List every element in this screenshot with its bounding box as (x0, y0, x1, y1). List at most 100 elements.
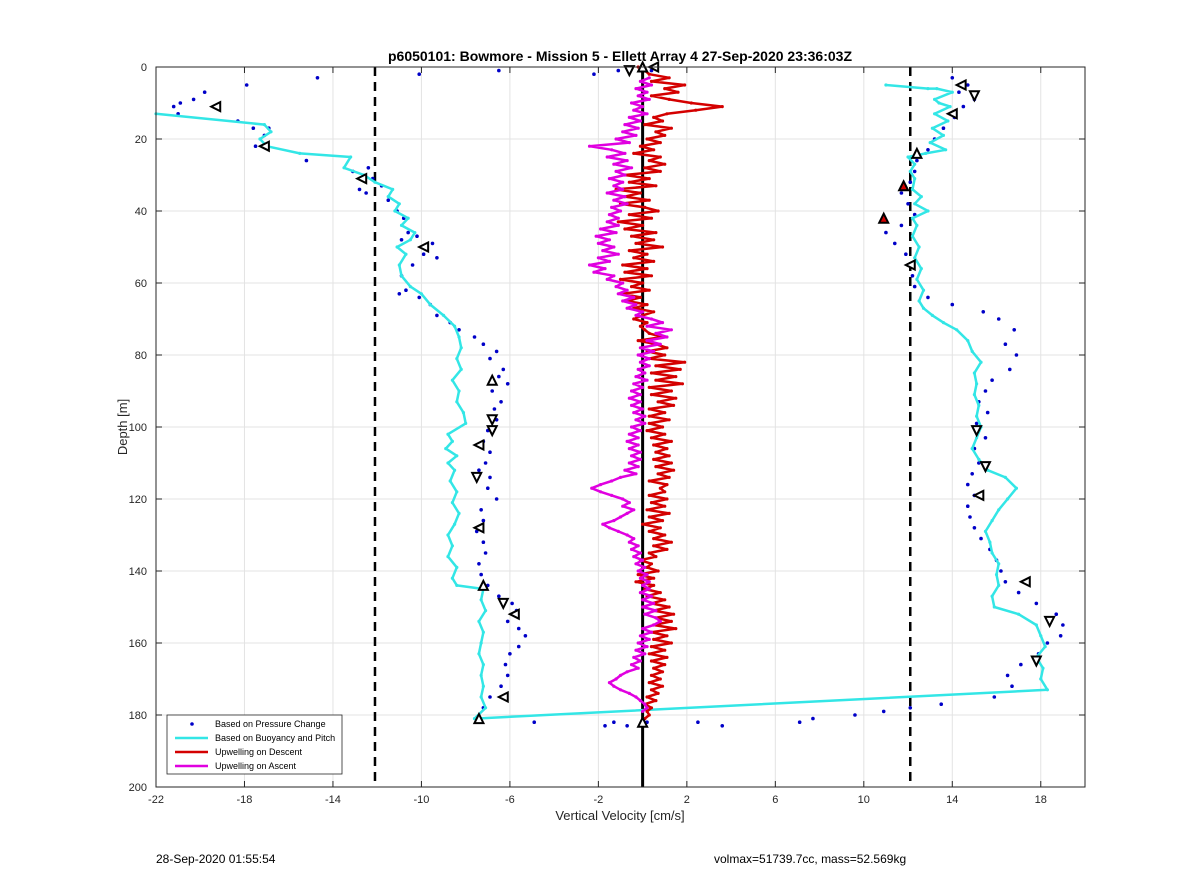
x-tick-label: -18 (237, 794, 253, 806)
series-upwelling-on-ascent-point (634, 418, 638, 422)
series-upwelling-on-descent-point (683, 360, 687, 364)
pressure-change-point (985, 410, 990, 415)
series-based-on-buoyancy-and-pitch-point (448, 479, 452, 483)
series-upwelling-on-ascent-point (638, 591, 643, 595)
series-based-on-buoyancy-and-pitch-point (983, 529, 988, 534)
series-upwelling-on-descent-point (656, 472, 660, 476)
series-upwelling-on-descent-point (627, 180, 631, 184)
pressure-change-point (202, 90, 207, 94)
series-based-on-buoyancy-and-pitch-point (446, 533, 450, 537)
series-upwelling-on-descent-point (647, 159, 651, 163)
series-upwelling-on-descent-point (665, 346, 669, 350)
pressure-change-point (996, 317, 1001, 321)
series-upwelling-on-ascent-point (627, 432, 631, 436)
series-upwelling-on-ascent-point (612, 519, 616, 523)
series-upwelling-on-descent-point (649, 274, 654, 278)
series-based-on-buoyancy-and-pitch-point (393, 209, 397, 213)
series-upwelling-on-descent-point (652, 259, 656, 263)
y-axis-label: Depth [m] (115, 399, 130, 455)
direction-marker (496, 690, 509, 704)
series-upwelling-on-ascent-point (625, 159, 629, 163)
series-based-on-buoyancy-and-pitch-point (262, 123, 266, 127)
series-based-on-buoyancy-and-pitch-point (428, 303, 432, 307)
series-upwelling-on-ascent-point (612, 184, 616, 188)
series-upwelling-on-ascent-point (627, 461, 631, 465)
series-upwelling-on-descent-point (623, 227, 627, 231)
series-based-on-buoyancy-and-pitch-point (464, 421, 468, 425)
series-upwelling-on-ascent-point (636, 353, 640, 357)
series-upwelling-on-descent-point (663, 432, 667, 436)
series-upwelling-on-ascent-point (643, 612, 647, 616)
pressure-change-point (968, 515, 972, 519)
series-upwelling-on-ascent-point (652, 623, 656, 627)
series-upwelling-on-descent-point (652, 238, 656, 242)
series-upwelling-on-ascent-point (634, 313, 638, 317)
series-based-on-buoyancy-and-pitch-point (459, 367, 463, 371)
pressure-change-point (406, 230, 410, 235)
series-based-on-buoyancy-and-pitch-point (910, 234, 915, 238)
series-upwelling-on-descent-point (618, 277, 623, 281)
series-upwelling-on-descent-point (663, 353, 667, 357)
series-upwelling-on-ascent-point (614, 137, 618, 141)
series-upwelling-on-ascent-point (605, 277, 609, 281)
pressure-change-point (494, 349, 499, 354)
pressure-change-point (505, 619, 510, 624)
series-upwelling-on-descent-point (652, 537, 656, 541)
pressure-change-point (364, 191, 368, 195)
series-based-on-buoyancy-and-pitch-point (446, 555, 450, 559)
series-based-on-buoyancy-and-pitch-point (455, 583, 459, 588)
series-upwelling-on-descent-point (654, 699, 658, 703)
series-upwelling-on-descent-point (647, 551, 651, 555)
series-upwelling-on-ascent-point (632, 411, 636, 415)
series-upwelling-on-descent-point (663, 648, 667, 652)
series-based-on-buoyancy-and-pitch-point (966, 339, 970, 343)
series-upwelling-on-ascent-point (618, 688, 623, 692)
series-upwelling-on-ascent-point (641, 310, 645, 314)
series-upwelling-on-descent-point (649, 216, 654, 220)
series-upwelling-on-ascent-point (612, 198, 616, 202)
series-upwelling-on-descent-point (652, 443, 656, 447)
series-upwelling-on-ascent-point (638, 576, 643, 580)
series-based-on-buoyancy-and-pitch-point (994, 573, 999, 577)
pressure-change-point (941, 126, 946, 130)
pressure-change-point (965, 482, 970, 487)
series-upwelling-on-descent-point (623, 270, 627, 274)
series-upwelling-on-ascent-point (647, 357, 651, 361)
series-upwelling-on-ascent-point (638, 79, 643, 83)
pressure-change-point (505, 382, 510, 386)
series-upwelling-on-ascent-point (641, 558, 645, 562)
pressure-change-point (477, 468, 481, 473)
pressure-change-point (899, 223, 904, 228)
series-upwelling-on-descent-point (658, 526, 662, 530)
series-based-on-buoyancy-and-pitch-point (269, 130, 273, 134)
series-upwelling-on-descent-point (663, 533, 667, 537)
series-based-on-buoyancy-and-pitch-point (453, 522, 457, 526)
pressure-change-point (253, 144, 258, 148)
series-upwelling-on-ascent-point (632, 555, 636, 559)
series-upwelling-on-descent-point (652, 576, 656, 580)
series-upwelling-on-descent-point (674, 627, 678, 631)
series-based-on-buoyancy-and-pitch-point (1014, 486, 1019, 490)
direction-marker (968, 90, 981, 103)
direction-marker (208, 100, 222, 113)
series-upwelling-on-ascent-point (610, 493, 614, 497)
pressure-change-point (972, 526, 977, 530)
series-based-on-buoyancy-and-pitch-point (988, 540, 992, 544)
y-tick-label: 180 (129, 710, 147, 722)
series-upwelling-on-descent-point (656, 691, 660, 696)
series-upwelling-on-ascent-point (623, 468, 627, 472)
series-upwelling-on-ascent-point (623, 123, 627, 127)
legend: Based on Pressure Change Based on Buoyan… (166, 714, 343, 775)
series-upwelling-on-descent-point (649, 688, 654, 692)
series-based-on-buoyancy-and-pitch-point (342, 166, 346, 170)
series-based-on-buoyancy-and-pitch-point (399, 223, 404, 227)
series-upwelling-on-descent-point (645, 267, 649, 271)
series-upwelling-on-ascent-point (652, 601, 656, 606)
pressure-change-point (244, 83, 249, 87)
pressure-change-point (926, 148, 930, 152)
series-upwelling-on-descent-point (649, 371, 654, 375)
series-based-on-buoyancy-and-pitch (154, 83, 1049, 721)
series-upwelling-on-descent-point (667, 454, 671, 458)
direction-marker (877, 211, 890, 224)
pressure-change-point (435, 255, 439, 260)
